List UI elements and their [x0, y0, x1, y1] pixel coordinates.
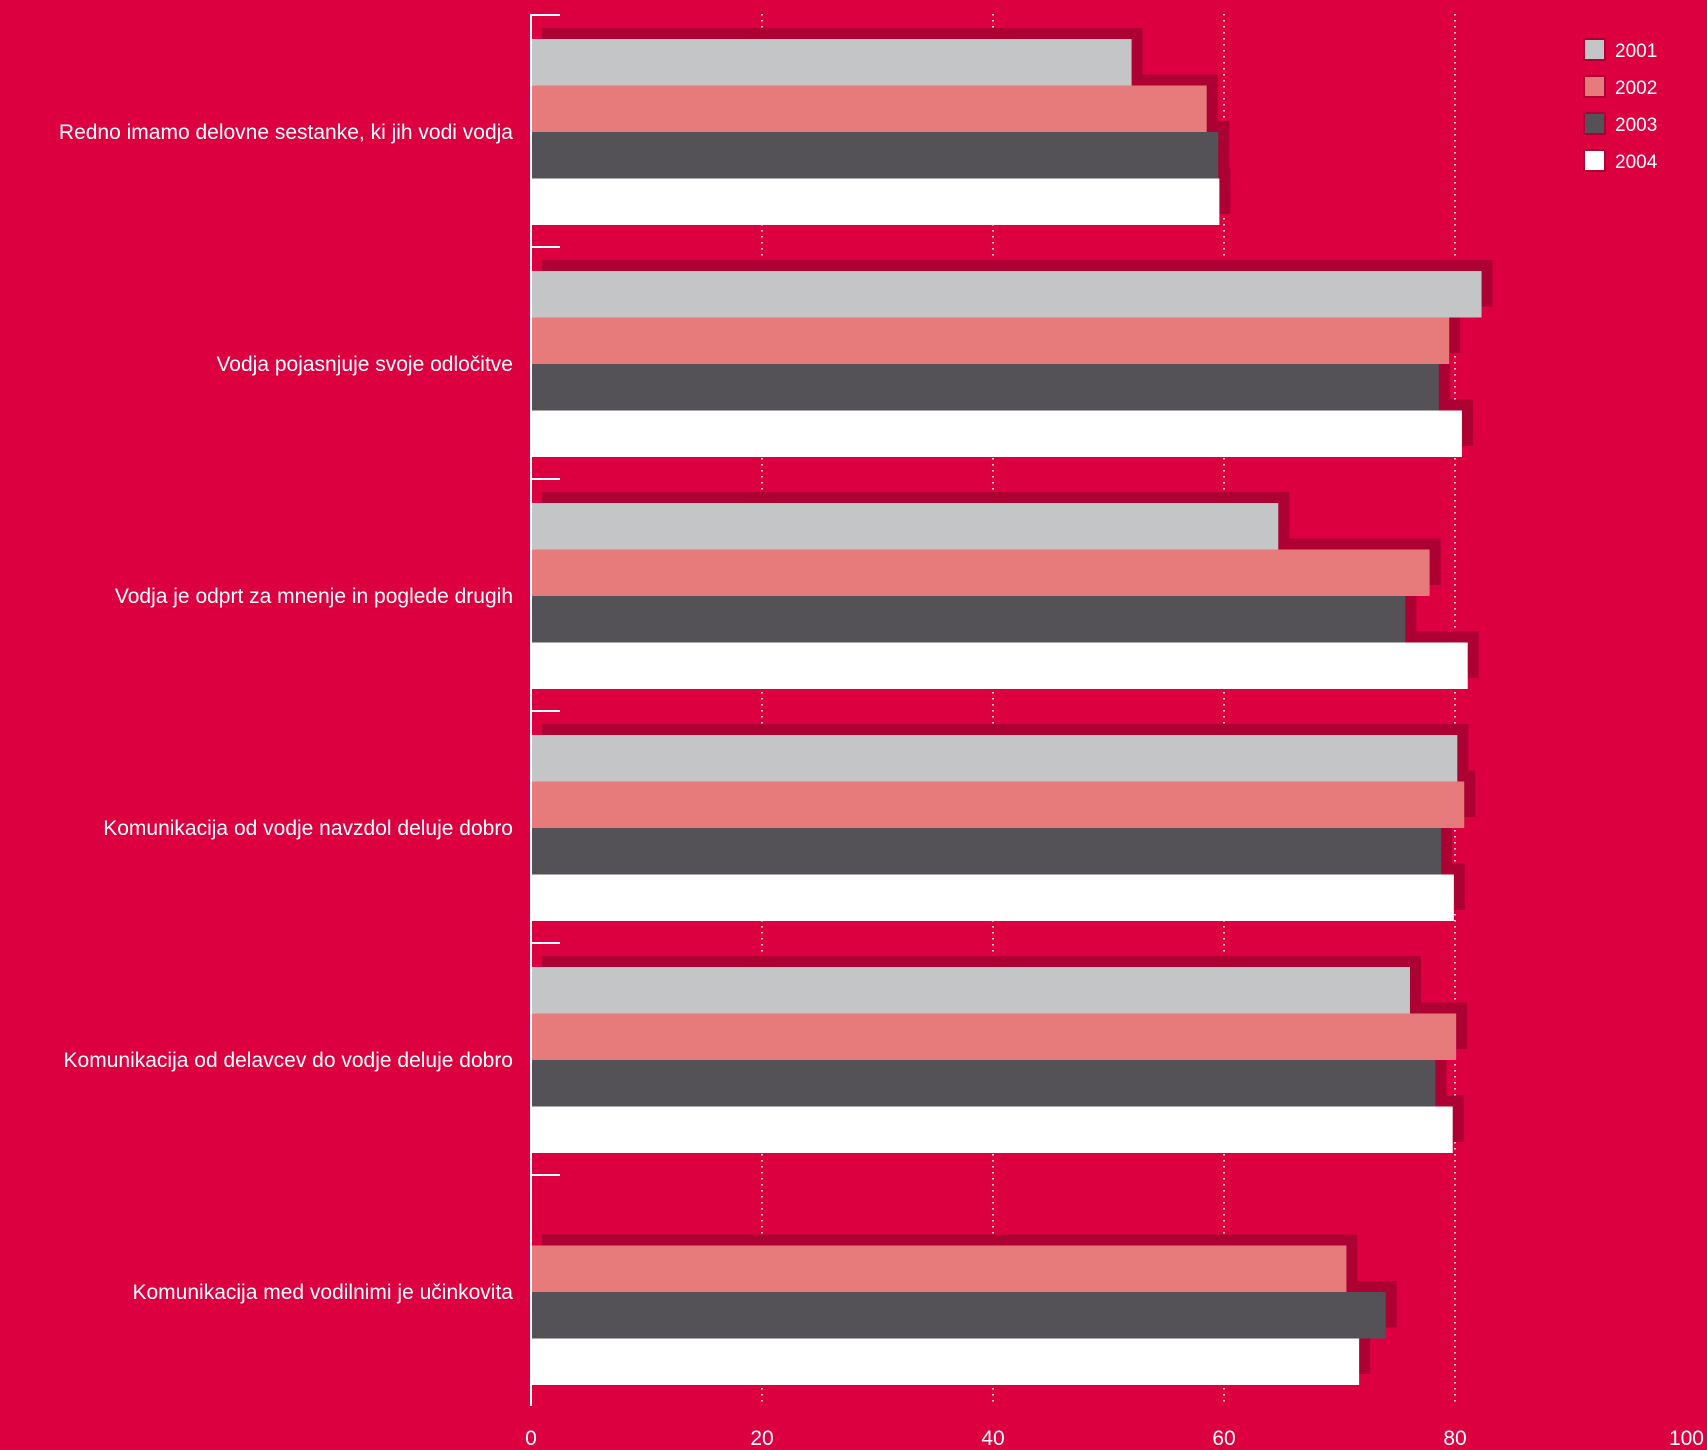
- bar-2003-4: [531, 1060, 1436, 1107]
- bar-2002-4: [531, 1013, 1457, 1060]
- bar-2002-0: [531, 85, 1207, 132]
- bar-2004-2: [531, 642, 1468, 689]
- bar-2001-3: [531, 735, 1458, 782]
- bar-shadows: [542, 28, 1493, 1374]
- bar-2002-5: [531, 1245, 1347, 1292]
- x-tick-label-20: 20: [750, 1427, 773, 1450]
- bars: [531, 39, 1482, 1385]
- x-tick-labels: 0 20 40 60 80 100: [525, 1427, 1704, 1450]
- bar-2002-3: [531, 781, 1465, 828]
- legend-label-2002: 2002: [1615, 78, 1657, 99]
- bar-2001-4: [531, 967, 1410, 1014]
- x-tick-label-0: 0: [525, 1427, 537, 1450]
- x-tick-label-100: 100: [1669, 1427, 1704, 1450]
- bar-2003-3: [531, 828, 1442, 875]
- category-label-2: Vodja je odprt za mnenje in poglede drug…: [115, 585, 513, 608]
- bar-2004-3: [531, 874, 1454, 921]
- bar-2003-5: [531, 1292, 1386, 1339]
- bar-2004-4: [531, 1106, 1453, 1153]
- category-label-3: Komunikacija od vodje navzdol deluje dob…: [103, 817, 513, 840]
- category-label-1: Vodja pojasnjuje svoje odločitve: [216, 353, 513, 376]
- legend-label-2004: 2004: [1615, 152, 1658, 173]
- bar-2003-2: [531, 596, 1406, 643]
- x-tick-label-60: 60: [1212, 1427, 1235, 1450]
- bar-2001-1: [531, 271, 1482, 318]
- category-label-4: Komunikacija od delavcev do vodje deluje…: [64, 1049, 513, 1072]
- legend-swatch-2002: [1583, 75, 1606, 98]
- x-tick-label-40: 40: [981, 1427, 1004, 1450]
- bar-2003-0: [531, 132, 1219, 179]
- grid: [761, 14, 1456, 1406]
- category-labels: Redno imamo delovne sestanke, ki jih vod…: [59, 121, 513, 1304]
- x-tick-label-80: 80: [1443, 1427, 1466, 1450]
- category-label-5: Komunikacija med vodilnimi je učinkovita: [132, 1281, 513, 1304]
- legend: 2001 2002 2003 2004: [1583, 38, 1658, 173]
- bar-2004-5: [531, 1338, 1360, 1385]
- bar-2004-0: [531, 178, 1220, 225]
- bar-2003-1: [531, 364, 1439, 411]
- bar-2002-2: [531, 549, 1430, 596]
- legend-swatch-2004: [1583, 149, 1606, 172]
- legend-swatch-2003: [1583, 112, 1606, 135]
- legend-label-2001: 2001: [1615, 41, 1657, 62]
- axes: [530, 14, 560, 1406]
- legend-label-2003: 2003: [1615, 115, 1657, 136]
- legend-swatch-2001: [1583, 38, 1606, 61]
- bar-2002-1: [531, 317, 1450, 364]
- bar-2001-2: [531, 503, 1279, 550]
- bar-2001-0: [531, 39, 1132, 86]
- bar-2004-1: [531, 410, 1462, 457]
- category-label-0: Redno imamo delovne sestanke, ki jih vod…: [59, 121, 513, 144]
